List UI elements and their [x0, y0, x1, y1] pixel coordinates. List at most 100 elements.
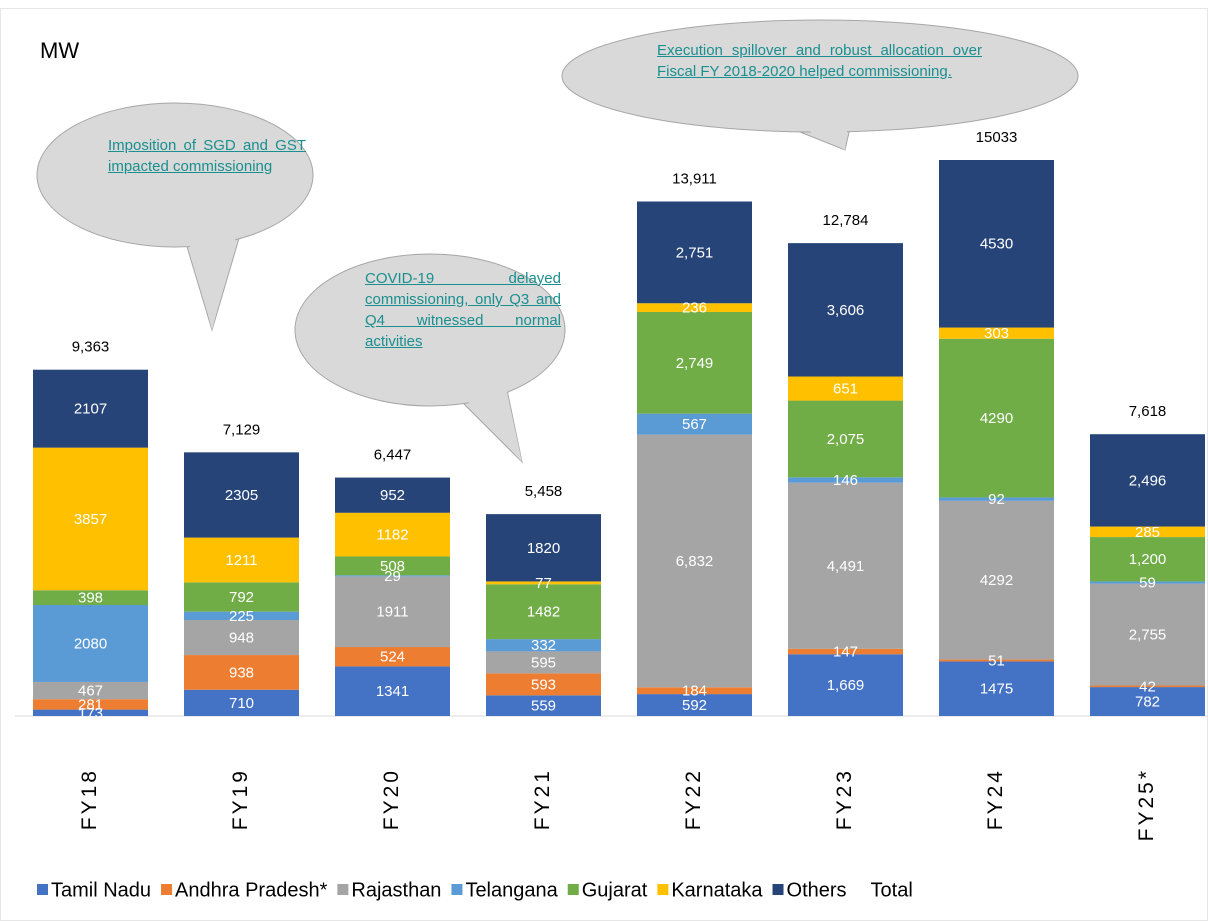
data-label: 3,606 — [827, 302, 865, 319]
data-label: 1482 — [527, 604, 560, 621]
data-label: 651 — [833, 381, 858, 398]
data-label: 595 — [531, 654, 556, 671]
bar-segment — [939, 338, 1054, 498]
legend-swatch — [337, 884, 349, 895]
callout-bubble — [294, 253, 566, 407]
data-label: 2080 — [74, 635, 107, 652]
bar-segment — [788, 482, 903, 649]
data-label: 952 — [380, 487, 405, 504]
data-label: 948 — [229, 629, 254, 646]
legend-label: Total — [871, 879, 913, 901]
x-tick-label: FY19 — [229, 768, 252, 830]
bar-segment — [939, 659, 1054, 662]
data-label: 592 — [682, 697, 707, 714]
data-label: 467 — [78, 683, 103, 700]
data-label: 1,200 — [1129, 551, 1167, 568]
data-label: 2,496 — [1129, 472, 1167, 489]
bar-segment — [335, 576, 450, 648]
bar-segment — [1090, 537, 1205, 582]
data-label: 792 — [229, 589, 254, 606]
data-label: 6,832 — [676, 553, 714, 570]
data-label: 938 — [229, 664, 254, 681]
data-label: 303 — [984, 325, 1009, 342]
data-label: 147 — [833, 644, 858, 661]
bar-segment — [33, 590, 148, 606]
bar-segment — [1090, 434, 1205, 527]
data-label: 1341 — [376, 683, 409, 700]
data-label: 4292 — [980, 572, 1013, 589]
data-label: 281 — [78, 696, 103, 713]
bar-segment — [788, 477, 903, 483]
data-label: 236 — [682, 300, 707, 317]
total-label: 5,458 — [525, 483, 563, 500]
bar-segment — [788, 376, 903, 401]
bar-segment — [939, 327, 1054, 339]
bar-segment — [33, 369, 148, 448]
bar-segment — [788, 654, 903, 716]
data-label: 2,755 — [1129, 627, 1167, 644]
bar-segment — [939, 497, 1054, 501]
bar-segment — [335, 477, 450, 513]
bar-segment — [33, 447, 148, 591]
data-label: 2,751 — [676, 244, 714, 261]
data-label: 1,669 — [827, 677, 865, 694]
bar-segment — [1090, 526, 1205, 538]
x-tick-label: FY21 — [531, 768, 554, 830]
bar-segment — [184, 619, 299, 656]
bar-segment — [1090, 685, 1205, 688]
bar-segment — [184, 689, 299, 716]
data-label: 398 — [78, 590, 103, 607]
bar-segment — [788, 400, 903, 478]
bar-segment — [1090, 581, 1205, 584]
data-label: 508 — [380, 558, 405, 575]
x-tick-label: FY20 — [380, 768, 403, 830]
annotation: Execution spillover and robust allocatio… — [657, 42, 982, 80]
legend-swatch — [451, 884, 463, 895]
callouts — [36, 19, 1079, 464]
bar-segment — [184, 655, 299, 690]
bar-segment — [33, 681, 148, 700]
data-label: 2305 — [225, 487, 258, 504]
bar-segment — [939, 500, 1054, 660]
total-label: 12,784 — [823, 212, 869, 229]
data-label: 593 — [531, 676, 556, 693]
legend-swatch — [567, 884, 579, 895]
data-label: 524 — [380, 649, 405, 666]
x-tick-label: FY18 — [78, 768, 101, 830]
bar-segment — [637, 434, 752, 688]
data-label: 782 — [1135, 694, 1160, 711]
bar-segment — [637, 311, 752, 414]
bar-segment — [637, 303, 752, 312]
data-label: 59 — [1139, 575, 1156, 592]
data-label: 146 — [833, 472, 858, 489]
annotation: Imposition of SGD and GST impacted commi… — [108, 137, 306, 175]
bar-segment — [184, 537, 299, 583]
legend-swatch — [772, 884, 784, 895]
bar-segment — [335, 575, 450, 577]
data-label: 559 — [531, 698, 556, 715]
legend-label: Tamil Nadu — [51, 879, 151, 901]
callout-tail-join — [792, 122, 848, 150]
legend-swatch — [657, 884, 669, 895]
data-label: 2107 — [74, 401, 107, 418]
data-label: 1211 — [225, 552, 257, 569]
callout-tail-join — [187, 229, 238, 330]
annotation: COVID-19 delayed commissioning, only Q3 … — [365, 270, 561, 350]
bar-segment — [33, 605, 148, 682]
bar-segment — [637, 201, 752, 304]
legend-label: Others — [787, 879, 847, 901]
x-tick-label: FY24 — [984, 768, 1007, 830]
bar-segment — [788, 243, 903, 377]
bar-segment — [335, 666, 450, 716]
chart-title: MW — [40, 38, 79, 63]
data-label: 2,749 — [676, 355, 714, 372]
data-label: 332 — [531, 637, 556, 654]
data-label: 1911 — [376, 604, 408, 621]
data-label: 225 — [229, 608, 254, 625]
bar-segment — [33, 699, 148, 710]
x-tick-label: FY23 — [833, 768, 856, 830]
bar-segment — [184, 611, 299, 620]
total-label: 6,447 — [374, 447, 412, 464]
